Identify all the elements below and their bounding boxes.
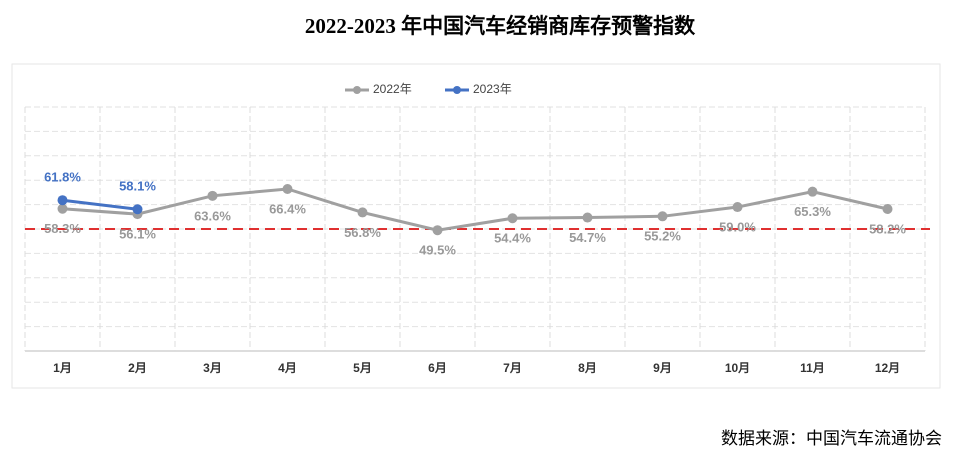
data-label: 63.6% [194,208,231,223]
source-note: 数据来源：中国汽车流通协会 [721,429,942,448]
x-tick-label: 7月 [503,361,522,375]
series-line [62,187,888,232]
data-label: 56.1% [119,227,156,242]
series-line [62,198,138,211]
legend-label: 2022年 [373,82,412,96]
point [57,203,68,214]
point [657,211,668,222]
legend-label: 2023年 [473,82,512,96]
x-tick-label: 11月 [800,361,825,375]
data-label: 55.2% [644,229,681,244]
data-label: 56.8% [344,225,381,240]
data-label: 59.0% [719,219,756,234]
data-label: 58.2% [869,221,906,236]
data-label: 58.3% [44,221,81,236]
x-tick-label: 1月 [53,361,72,375]
point [507,213,518,224]
x-tick-label: 10月 [725,361,750,375]
legend-marker [353,86,361,94]
point [882,203,893,214]
point [582,212,593,223]
x-tick-label: 3月 [203,361,222,375]
data-label: 65.3% [794,204,831,219]
x-tick-label: 6月 [428,361,447,375]
point [732,202,743,213]
data-label: 61.8% [44,170,81,185]
x-tick-label: 2月 [128,361,147,375]
x-tick-label: 4月 [278,361,297,375]
legend-marker [453,86,461,94]
point [357,207,368,218]
point [132,204,143,215]
x-tick-label: 12月 [875,361,900,375]
data-label: 58.1% [119,179,156,194]
point [432,225,443,236]
point [282,183,293,194]
chart-frame [11,63,941,389]
data-label: 54.4% [494,231,531,246]
point [57,195,68,206]
data-label: 49.5% [419,243,456,258]
x-tick-label: 5月 [353,361,372,375]
point [207,190,218,201]
data-label: 54.7% [569,230,606,245]
data-label: 66.4% [269,201,306,216]
x-tick-label: 9月 [653,361,672,375]
x-tick-label: 8月 [578,361,597,375]
chart-title: 2022-2023 年中国汽车经销商库存预警指数 [305,14,696,38]
point [807,186,818,197]
